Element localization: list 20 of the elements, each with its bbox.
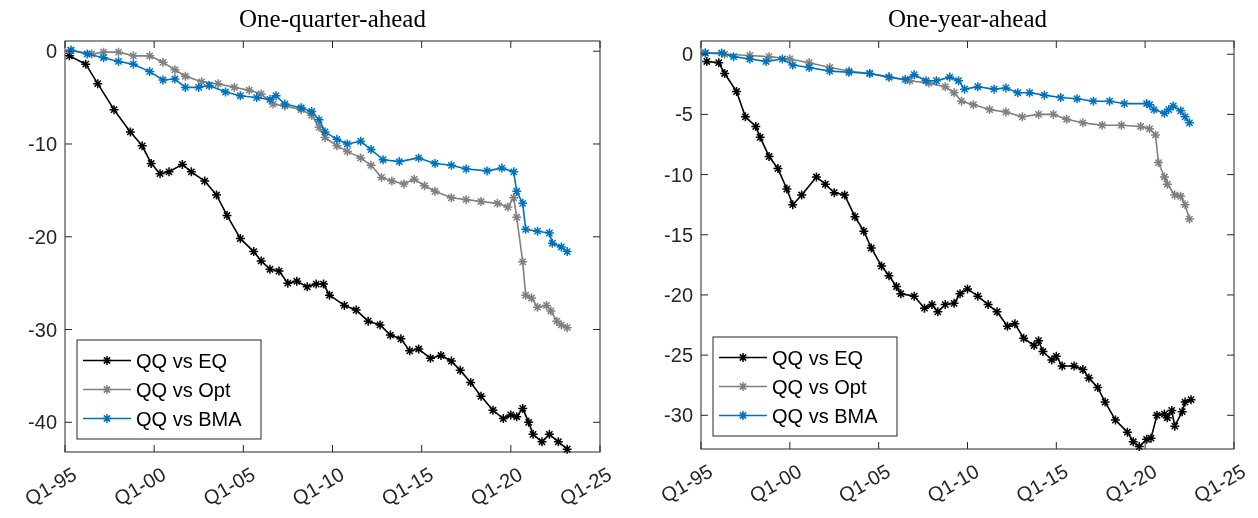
chart-title: One-quarter-ahead (239, 5, 427, 32)
y-tick-label: -20 (664, 283, 693, 306)
legend-label: QQ vs Opt (136, 378, 231, 401)
chart-title: One-year-ahead (887, 5, 1048, 32)
y-tick-label: -10 (664, 163, 693, 186)
y-tick-label: -15 (664, 223, 693, 246)
y-tick-label: -5 (675, 103, 693, 126)
y-tick-label: 0 (45, 40, 57, 63)
y-tick-label: -30 (28, 318, 57, 341)
legend-label: QQ vs EQ (136, 349, 228, 372)
y-tick-label: 0 (681, 43, 693, 66)
legend-label: QQ vs Opt (772, 375, 867, 398)
y-tick-label: -30 (664, 404, 693, 427)
legend-label: QQ vs EQ (772, 346, 864, 369)
y-tick-label: -10 (28, 132, 57, 155)
y-tick-label: -40 (28, 411, 57, 434)
legend-label: QQ vs BMA (772, 404, 879, 427)
y-tick-label: -25 (664, 344, 693, 367)
y-tick-label: -20 (28, 225, 57, 248)
legend-label: QQ vs BMA (136, 407, 243, 430)
